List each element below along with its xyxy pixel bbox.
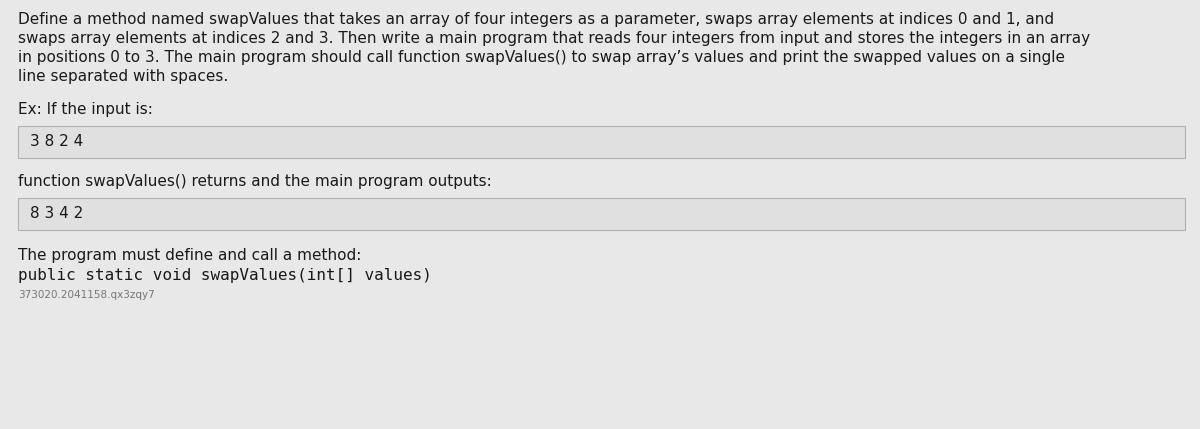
Text: in positions 0 to 3. The main program should call function swapValues() to swap : in positions 0 to 3. The main program sh… (18, 50, 1066, 65)
Text: 3 8 2 4: 3 8 2 4 (30, 135, 83, 149)
FancyBboxPatch shape (18, 198, 1186, 230)
Text: 373020.2041158.qx3zqy7: 373020.2041158.qx3zqy7 (18, 290, 155, 300)
Text: Define a method named swapValues that takes an array of four integers as a param: Define a method named swapValues that ta… (18, 12, 1054, 27)
Text: swaps array elements at indices 2 and 3. Then write a main program that reads fo: swaps array elements at indices 2 and 3.… (18, 31, 1090, 46)
Text: The program must define and call a method:: The program must define and call a metho… (18, 248, 361, 263)
Text: line separated with spaces.: line separated with spaces. (18, 69, 228, 84)
Text: 8 3 4 2: 8 3 4 2 (30, 206, 83, 221)
FancyBboxPatch shape (18, 126, 1186, 158)
Text: Ex: If the input is:: Ex: If the input is: (18, 102, 152, 117)
Text: public static void swapValues(int[] values): public static void swapValues(int[] valu… (18, 268, 432, 283)
Text: function swapValues() returns and the main program outputs:: function swapValues() returns and the ma… (18, 174, 492, 189)
